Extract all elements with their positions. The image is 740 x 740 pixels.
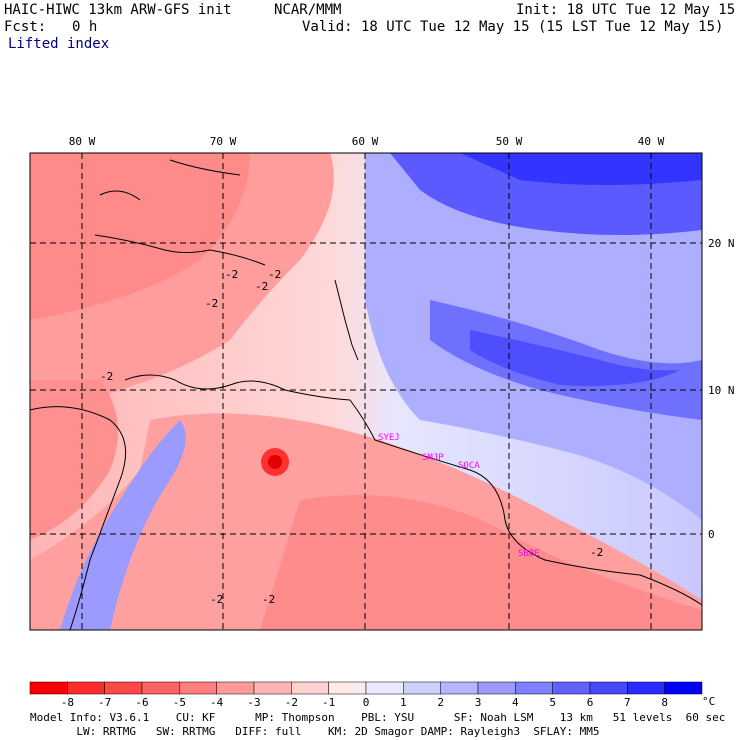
lon-label: 80 W	[69, 135, 96, 148]
colorbar-swatch	[365, 681, 404, 695]
colorbar-tick-label: -1	[322, 696, 335, 709]
colorbar-tick-label: -8	[61, 696, 74, 709]
colorbar-ticks: -8 -7 -6 -5 -4 -3 -2 -1 0 1 2 3 4 5 6 7 8	[61, 696, 668, 709]
colorbar-swatch	[141, 681, 180, 695]
station-label: SYEJ	[378, 433, 400, 443]
contour-labels: -2 -2 -2 -2 -2 -2 -2 -2	[100, 268, 603, 606]
contour-label: -2	[255, 280, 268, 293]
init-time: Init: 18 UTC Tue 12 May 15	[516, 2, 736, 18]
colorbar-tick-label: 3	[475, 696, 482, 709]
valid-time: Valid: 18 UTC Tue 12 May 15 (15 LST Tue …	[302, 19, 724, 35]
contour-label: -2	[205, 297, 218, 310]
colorbar-tick-label: 7	[624, 696, 631, 709]
colorbar-tick-label: -2	[285, 696, 298, 709]
colorbar-swatch	[477, 681, 516, 695]
colorbar-tick-label: 0	[363, 696, 370, 709]
colorbar-tick-label: 2	[437, 696, 444, 709]
contour-label: -2	[262, 593, 275, 606]
colorbar-swatch	[104, 681, 143, 695]
model-title: HAIC-HIWC 13km ARW-GFS init	[4, 2, 232, 18]
lon-label: 60 W	[352, 135, 379, 148]
contour-label: -2	[225, 268, 238, 281]
colorbar-swatch	[515, 681, 553, 695]
colorbar-swatch	[253, 681, 292, 695]
fcst-value: 0 h	[72, 19, 98, 35]
colorbar-unit: °C	[702, 695, 715, 708]
colorbar-tick-label: 5	[549, 696, 556, 709]
lat-label: 10 N	[708, 384, 735, 397]
map-frame	[29, 152, 703, 631]
grid-lines	[30, 153, 702, 630]
colorbar-swatch	[328, 681, 367, 695]
contour-label: -2	[100, 370, 113, 383]
colorbar-swatch	[67, 681, 105, 695]
colorbar-tick-label: -7	[98, 696, 111, 709]
colorbar	[29, 681, 703, 695]
contour-label: -2	[210, 593, 223, 606]
colorbar-tick-label: 1	[400, 696, 407, 709]
colorbar-swatch	[589, 681, 628, 695]
lon-label: 50 W	[496, 135, 523, 148]
contour-label: -2	[590, 546, 603, 559]
colorbar-swatch	[627, 681, 665, 695]
shaded-field	[30, 153, 702, 630]
colorbar-swatch	[29, 681, 68, 695]
org-label: NCAR/MMM	[274, 2, 342, 18]
colorbar-tick-label: -5	[173, 696, 186, 709]
colorbar-tick-label: -6	[135, 696, 148, 709]
model-info-line2: LW: RRTMG SW: RRTMG DIFF: full KM: 2D Sm…	[30, 725, 600, 738]
colorbar-tick-label: 4	[512, 696, 519, 709]
fcst-label: Fcst:	[4, 19, 47, 35]
station-label: SBBE	[518, 549, 540, 559]
colorbar-tick-label: 8	[661, 696, 668, 709]
colorbar-swatch	[216, 681, 255, 695]
colorbar-tick-label: 6	[587, 696, 594, 709]
model-info-line1: Model Info: V3.6.1 CU: KF MP: Thompson P…	[30, 711, 726, 724]
lat-label: 20 N	[708, 237, 735, 250]
colorbar-swatch	[552, 681, 591, 695]
station-label: SOCA	[458, 461, 480, 471]
lat-labels: 20 N 10 N 0	[708, 237, 735, 541]
lon-labels: 80 W 70 W 60 W 50 W 40 W	[69, 135, 665, 148]
colorbar-tick-label: -3	[247, 696, 260, 709]
lon-label: 40 W	[638, 135, 665, 148]
lat-label: 0	[708, 528, 715, 541]
colorbar-swatch	[403, 681, 441, 695]
coastlines	[30, 159, 702, 630]
field-name: Lifted index	[8, 36, 110, 52]
colorbar-swatch	[664, 681, 703, 695]
lon-label: 70 W	[210, 135, 237, 148]
colorbar-swatch	[440, 681, 479, 695]
colorbar-tick-label: -4	[210, 696, 224, 709]
colorbar-swatch	[179, 681, 217, 695]
colorbar-swatch	[291, 681, 329, 695]
station-label: SMJP	[422, 453, 444, 463]
station-labels: SYEJ SMJP SOCA SBBE	[378, 433, 540, 559]
contour-label: -2	[268, 268, 281, 281]
